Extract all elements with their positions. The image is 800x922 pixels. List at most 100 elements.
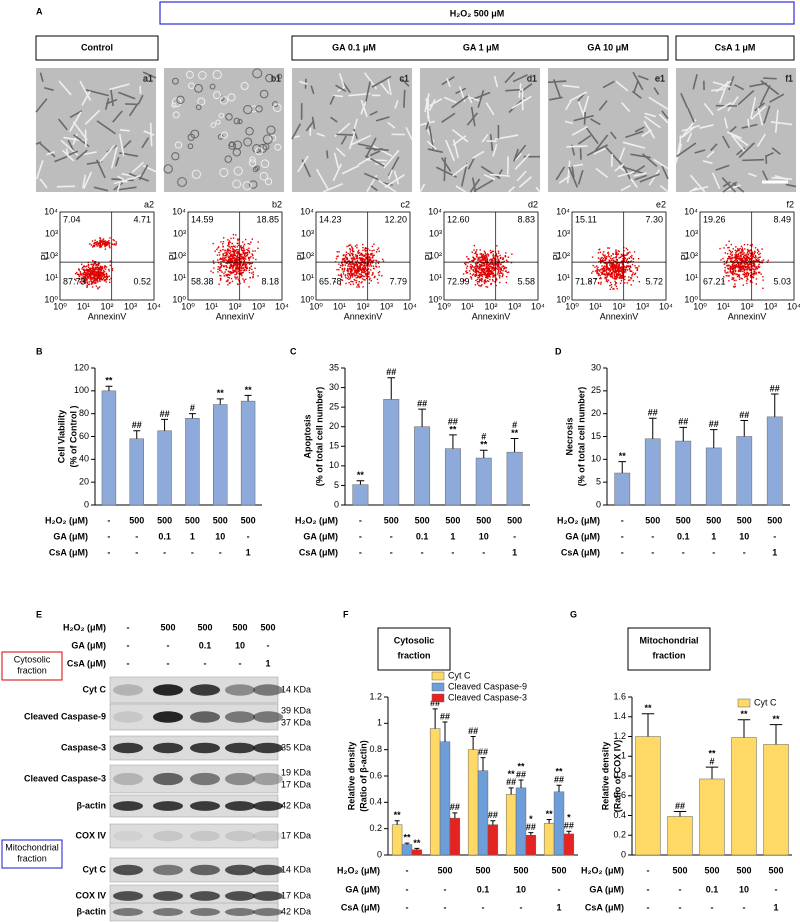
significance-mark: **: [619, 451, 627, 461]
event-dot: [629, 279, 630, 280]
event-dot: [224, 255, 225, 256]
event-dot: [615, 251, 616, 252]
event-dot: [249, 259, 250, 260]
event-dot: [614, 267, 615, 268]
event-dot: [113, 239, 114, 240]
event-dot: [80, 271, 81, 272]
blot-band: [253, 865, 283, 876]
flow-y-tick: 10⁰: [172, 294, 186, 304]
condition-value: -: [520, 902, 523, 912]
event-dot: [223, 237, 224, 238]
significance-mark: **: [740, 709, 748, 719]
event-dot: [742, 250, 743, 251]
event-dot: [229, 240, 230, 241]
condition-value: 500: [475, 865, 490, 875]
event-dot: [481, 274, 482, 275]
event-dot: [490, 273, 491, 274]
error-bar: [217, 399, 224, 405]
bar: [488, 825, 498, 855]
significance-mark: **: [546, 809, 554, 819]
flow-y-tick: 10⁰: [300, 294, 314, 304]
flow-y-tick: 10³: [685, 228, 698, 238]
event-dot: [605, 278, 606, 279]
event-dot: [465, 271, 466, 272]
event-dot: [477, 277, 478, 278]
event-dot: [748, 264, 749, 265]
event-dot: [742, 274, 743, 275]
event-dot: [83, 266, 84, 267]
event-dot: [508, 256, 509, 257]
event-dot: [346, 246, 347, 247]
event-dot: [350, 284, 351, 285]
event-dot: [106, 274, 107, 275]
event-dot: [611, 255, 612, 256]
event-dot: [103, 240, 104, 241]
event-dot: [730, 270, 731, 271]
event-dot: [619, 277, 620, 278]
event-dot: [238, 268, 239, 269]
bar: [615, 473, 630, 505]
event-dot: [109, 279, 110, 280]
event-dot: [752, 268, 753, 269]
event-dot: [230, 242, 231, 243]
significance-mark: ##: [468, 726, 478, 736]
event-dot: [627, 282, 628, 283]
condition-label: CsA (μM): [67, 658, 106, 668]
event-dot: [600, 277, 601, 278]
event-dot: [242, 278, 243, 279]
event-dot: [762, 288, 763, 289]
event-dot: [599, 249, 600, 250]
event-dot: [84, 272, 85, 273]
event-dot: [735, 250, 736, 251]
event-dot: [759, 257, 760, 258]
event-dot: [221, 271, 222, 272]
flow-x-tick: 10¹: [205, 301, 218, 311]
event-dot: [731, 261, 732, 262]
event-dot: [375, 263, 376, 264]
blot-label: Cyt C: [82, 684, 106, 694]
event-dot: [106, 266, 107, 267]
event-dot: [104, 265, 105, 266]
event-dot: [616, 276, 617, 277]
error-bar: [738, 720, 750, 738]
condition-value: 1: [265, 658, 270, 668]
condition-label: CsA (μM): [561, 547, 600, 557]
event-dot: [476, 249, 477, 250]
bar: [102, 391, 116, 505]
event-dot: [253, 271, 254, 272]
event-dot: [628, 280, 629, 281]
event-dot: [351, 246, 352, 247]
blot-band: [190, 865, 220, 876]
event-dot: [470, 273, 471, 274]
blot-band: [153, 743, 183, 754]
event-dot: [733, 273, 734, 274]
event-dot: [734, 264, 735, 265]
bar: [564, 834, 574, 855]
flow-x-label: AnnexinV: [216, 311, 255, 321]
condition-value: 500: [232, 622, 247, 632]
event-dot: [735, 259, 736, 260]
bar: [476, 458, 491, 505]
quadrant-value: 12.20: [384, 214, 407, 224]
event-dot: [103, 277, 104, 278]
event-dot: [621, 267, 622, 268]
event-dot: [492, 280, 493, 281]
event-dot: [479, 269, 480, 270]
event-dot: [491, 260, 492, 261]
event-dot: [489, 279, 490, 280]
event-dot: [479, 279, 480, 280]
flow-y-tick: 10³: [557, 228, 570, 238]
event-dot: [501, 272, 502, 273]
condition-value: 500: [513, 865, 528, 875]
event-dot: [726, 272, 727, 273]
cell: [566, 146, 587, 147]
event-dot: [726, 244, 727, 245]
event-dot: [252, 250, 253, 251]
event-dot: [376, 260, 377, 261]
event-dot: [229, 262, 230, 263]
event-dot: [741, 263, 742, 264]
event-dot: [501, 268, 502, 269]
event-dot: [733, 278, 734, 279]
event-dot: [234, 257, 235, 258]
event-dot: [116, 243, 117, 244]
